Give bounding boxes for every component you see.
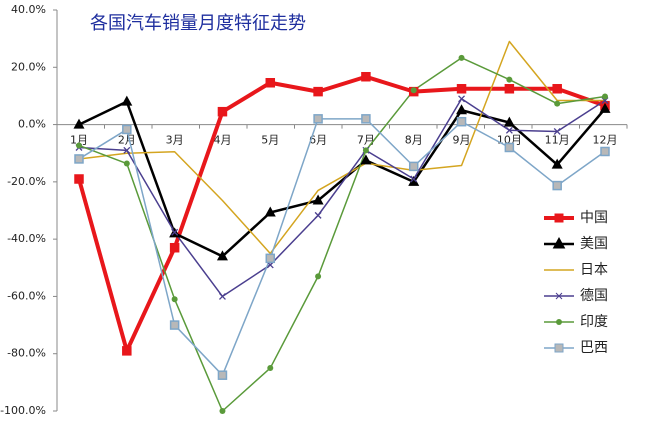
x-tick-label: 9月 [453,134,471,147]
marker [219,408,226,414]
legend-marker [556,319,562,325]
series-line [78,57,606,412]
legend-label: 美国 [580,236,608,252]
marker [504,142,515,153]
marker [216,250,228,261]
marker [552,180,562,191]
x-tick-label: 11月 [545,134,570,147]
x-tick-label: 2月 [118,134,136,147]
marker [121,95,133,106]
marker [408,161,419,172]
marker [218,292,226,300]
marker [123,146,131,154]
marker [264,206,276,217]
x-tick-label: 7月 [357,134,375,147]
y-tick-label: -100.0% [0,404,46,417]
marker [458,54,465,61]
marker [408,175,420,186]
marker [602,93,608,100]
marker [552,84,562,94]
marker [171,296,178,303]
legend-label: 德国 [580,288,608,304]
series-line [78,118,606,376]
marker [410,87,417,94]
marker [599,102,611,113]
y-tick-label: -20.0% [7,175,46,188]
x-tick-label: 1月 [70,134,88,147]
marker [360,154,372,165]
legend-marker [554,343,564,353]
marker [410,175,418,183]
marker [505,126,513,134]
series-line [78,98,606,298]
marker [73,118,85,129]
legend-label: 印度 [580,314,608,330]
chart-title: 各国汽车销量月度特征走势 [90,13,306,34]
y-tick-label: -40.0% [7,232,46,245]
marker [314,211,322,219]
marker [169,320,180,330]
marker [217,106,228,117]
marker [313,86,323,97]
marker [123,160,130,167]
marker [503,116,515,127]
legend-marker [552,236,566,249]
legend-marker [555,292,563,300]
marker [312,194,324,205]
marker [504,84,515,94]
legend-label: 日本 [580,262,608,278]
marker [362,147,369,154]
x-tick-label: 12月 [593,134,618,147]
marker [553,127,561,135]
marker [456,116,467,127]
y-tick-label: -60.0% [7,289,46,302]
legend-label: 中国 [580,210,608,226]
marker [217,370,228,380]
marker [169,242,180,253]
y-tick-label: 40.0% [11,3,46,16]
marker [267,365,274,372]
y-tick-label: 0.0% [18,118,46,131]
marker [506,76,513,83]
series-line [78,100,606,258]
legend-marker [554,213,564,223]
x-tick-label: 4月 [213,134,231,147]
marker [171,228,179,236]
marker [551,158,563,169]
marker [361,114,371,124]
marker [313,114,323,124]
legend-label: 巴西 [580,340,608,356]
y-tick-label: -80.0% [7,347,46,360]
marker [456,104,468,115]
x-tick-label: 6月 [309,134,327,147]
marker [122,124,132,135]
marker [361,71,371,82]
marker [554,100,561,107]
marker [76,142,82,149]
marker [458,95,466,103]
marker [600,146,610,157]
marker [265,78,276,88]
marker [265,253,276,264]
marker [74,174,84,184]
marker [74,154,84,164]
marker [456,84,467,94]
marker [122,346,132,356]
marker [315,273,322,280]
x-tick-label: 8月 [405,134,423,147]
series-line [78,40,605,255]
x-tick-label: 3月 [166,134,184,147]
y-tick-label: 20.0% [11,60,46,73]
x-tick-label: 5月 [261,134,279,147]
series-line [77,74,606,353]
